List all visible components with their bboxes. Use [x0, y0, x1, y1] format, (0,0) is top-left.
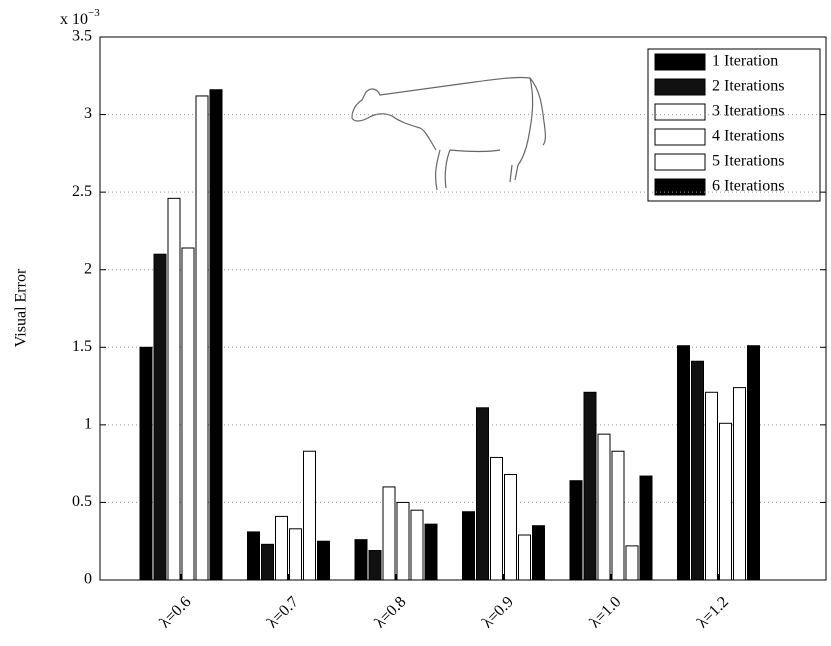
bar [424, 523, 438, 581]
bar [209, 89, 223, 581]
bar [462, 511, 475, 581]
y-tick-label: 2.5 [72, 183, 92, 200]
legend-swatch [654, 128, 706, 146]
bar [382, 486, 396, 581]
bar [639, 475, 653, 581]
legend-swatch [654, 153, 706, 171]
y-tick-label: 1.5 [72, 338, 92, 355]
bar [719, 422, 732, 581]
legend-swatch [654, 103, 706, 121]
bar [476, 407, 489, 581]
bar [733, 387, 746, 581]
bar [139, 346, 153, 581]
legend-label: 4 Iterations [712, 128, 784, 145]
bar [195, 95, 209, 581]
legend-label: 6 Iterations [712, 178, 784, 195]
x-tick-label: λ=0.6 [156, 593, 194, 631]
x-tick-label: λ=0.7 [264, 593, 302, 631]
bar [368, 550, 382, 581]
x-tick-label: λ=0.9 [479, 593, 517, 631]
bar [747, 345, 760, 581]
bar [303, 450, 316, 581]
bar [625, 545, 639, 581]
legend-label: 3 Iterations [712, 103, 784, 120]
bar [181, 247, 195, 581]
bar [490, 456, 503, 581]
bar [153, 253, 167, 581]
legend-label: 1 Iteration [712, 53, 778, 70]
legend: 1 Iteration 2 Iterations 3 Iterations 4 Ite… [647, 48, 821, 202]
legend-swatch [654, 178, 706, 196]
bar [354, 539, 368, 581]
y-axis-label: Visual Error [13, 268, 30, 347]
y-tick-label: 3.5 [72, 28, 92, 45]
x-tick-label: λ=0.8 [371, 593, 409, 631]
bar [247, 531, 260, 581]
bar [275, 515, 288, 581]
bar [410, 509, 424, 581]
y-tick-label: 0.5 [72, 493, 92, 510]
bar [261, 543, 274, 581]
y-tick-label: 3 [84, 105, 92, 122]
bar [504, 474, 517, 581]
legend-swatch [654, 53, 706, 71]
bar [611, 450, 625, 581]
bar [691, 360, 704, 581]
y-tick-label: 2 [84, 260, 92, 277]
bar [532, 525, 545, 581]
bar [597, 433, 611, 581]
y-tick-label: 0 [84, 571, 92, 588]
legend-label: 2 Iterations [712, 78, 784, 95]
legend-label: 5 Iterations [712, 153, 784, 170]
bar [317, 540, 330, 581]
bar [167, 197, 181, 581]
x-tick-label: λ=1.2 [694, 593, 732, 631]
bar [677, 345, 690, 581]
bar [569, 480, 583, 581]
x-tick-label: λ=1.0 [586, 593, 624, 631]
bar [705, 391, 718, 581]
cow-illustration [351, 76, 546, 191]
bar [518, 534, 531, 581]
bar [396, 501, 410, 581]
bar [583, 391, 597, 581]
bar [289, 528, 302, 581]
y-tick-label: 1 [84, 416, 92, 433]
legend-swatch [654, 78, 706, 96]
y-multiplier: x 10−3 [60, 7, 100, 28]
legend-box [647, 48, 821, 202]
